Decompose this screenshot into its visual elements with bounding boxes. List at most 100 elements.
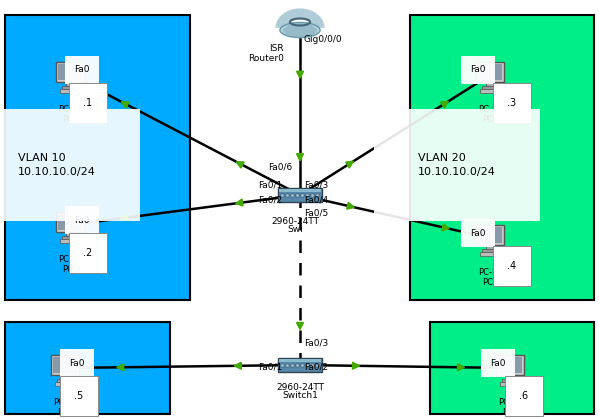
Polygon shape [458, 364, 464, 371]
FancyBboxPatch shape [482, 86, 498, 89]
Text: Fa0/3: Fa0/3 [304, 181, 328, 189]
Text: PC-PT
PC1: PC-PT PC1 [58, 255, 82, 274]
FancyBboxPatch shape [51, 355, 79, 375]
Polygon shape [297, 154, 304, 161]
FancyBboxPatch shape [301, 194, 304, 197]
FancyBboxPatch shape [498, 357, 522, 373]
FancyBboxPatch shape [482, 249, 498, 252]
FancyBboxPatch shape [58, 64, 82, 80]
Text: Fa0: Fa0 [490, 359, 506, 367]
FancyBboxPatch shape [278, 358, 322, 372]
FancyBboxPatch shape [476, 225, 504, 245]
FancyBboxPatch shape [281, 364, 284, 367]
FancyBboxPatch shape [316, 194, 319, 197]
Text: PC-PT
PC4: PC-PT PC4 [53, 398, 77, 417]
FancyBboxPatch shape [66, 232, 74, 236]
Polygon shape [234, 362, 241, 369]
FancyBboxPatch shape [291, 364, 294, 367]
FancyBboxPatch shape [53, 357, 77, 373]
FancyBboxPatch shape [5, 322, 170, 414]
Text: VLAN 20
10.10.10.0/24: VLAN 20 10.10.10.0/24 [418, 153, 496, 177]
Polygon shape [441, 101, 449, 108]
FancyBboxPatch shape [286, 194, 289, 197]
FancyBboxPatch shape [55, 382, 75, 386]
FancyBboxPatch shape [278, 188, 322, 202]
Text: Fa0/1: Fa0/1 [258, 362, 282, 372]
Text: Fa0/5: Fa0/5 [304, 209, 328, 217]
Text: Fa0: Fa0 [69, 359, 85, 367]
Polygon shape [346, 161, 353, 168]
Text: Fa0/4: Fa0/4 [304, 196, 328, 204]
FancyBboxPatch shape [478, 227, 502, 243]
Text: Swi: Swi [287, 225, 303, 234]
Text: PC-PT
PC5: PC-PT PC5 [498, 398, 522, 417]
Text: .2: .2 [83, 248, 93, 258]
FancyBboxPatch shape [291, 194, 294, 197]
Text: Fa0: Fa0 [74, 65, 90, 75]
FancyBboxPatch shape [480, 252, 500, 256]
Text: Fa0/1: Fa0/1 [258, 181, 282, 189]
FancyBboxPatch shape [60, 89, 80, 93]
Text: Fa0: Fa0 [470, 65, 486, 75]
FancyBboxPatch shape [306, 364, 309, 367]
Text: 2960-24TT: 2960-24TT [271, 217, 319, 226]
Polygon shape [121, 102, 129, 108]
Polygon shape [117, 364, 124, 371]
FancyBboxPatch shape [430, 322, 594, 414]
Polygon shape [297, 71, 304, 78]
Text: Fa0/2: Fa0/2 [304, 362, 328, 372]
FancyBboxPatch shape [62, 236, 78, 239]
FancyBboxPatch shape [279, 359, 321, 362]
Text: Fa0: Fa0 [74, 215, 90, 225]
FancyBboxPatch shape [478, 64, 502, 80]
Text: Fa0/6: Fa0/6 [268, 163, 292, 171]
FancyBboxPatch shape [480, 89, 500, 93]
FancyBboxPatch shape [296, 364, 299, 367]
FancyBboxPatch shape [56, 212, 84, 232]
FancyBboxPatch shape [486, 82, 494, 86]
Text: PC-PT
PC2: PC-PT PC2 [478, 105, 502, 124]
Text: .6: .6 [519, 391, 528, 401]
Polygon shape [236, 162, 244, 168]
FancyBboxPatch shape [279, 189, 321, 192]
FancyBboxPatch shape [311, 194, 314, 197]
FancyBboxPatch shape [56, 62, 84, 82]
Text: VLAN 10
10.10.10.0/24: VLAN 10 10.10.10.0/24 [18, 153, 96, 177]
FancyBboxPatch shape [57, 379, 73, 382]
Ellipse shape [284, 24, 316, 36]
Text: Switch1: Switch1 [282, 391, 318, 400]
Polygon shape [347, 202, 355, 209]
Text: .3: .3 [507, 98, 516, 108]
FancyBboxPatch shape [60, 239, 80, 243]
Text: Fa0/3: Fa0/3 [304, 339, 328, 347]
FancyBboxPatch shape [61, 375, 69, 379]
Text: ISR
Router0: ISR Router0 [248, 44, 284, 63]
FancyBboxPatch shape [62, 86, 78, 89]
Polygon shape [352, 362, 359, 369]
FancyBboxPatch shape [506, 375, 514, 379]
FancyBboxPatch shape [5, 15, 190, 300]
Text: 2960-24TT: 2960-24TT [276, 383, 324, 392]
FancyBboxPatch shape [281, 194, 284, 197]
Text: PC-PT
PC0: PC-PT PC0 [58, 105, 82, 124]
Text: .5: .5 [74, 391, 84, 401]
Text: Gig0/0/0: Gig0/0/0 [304, 35, 343, 44]
FancyBboxPatch shape [500, 382, 520, 386]
FancyBboxPatch shape [301, 364, 304, 367]
Text: .4: .4 [507, 261, 516, 271]
Text: Fa0: Fa0 [470, 228, 486, 238]
FancyBboxPatch shape [286, 364, 289, 367]
FancyBboxPatch shape [496, 355, 524, 375]
Polygon shape [441, 224, 449, 231]
Polygon shape [120, 214, 128, 221]
FancyBboxPatch shape [316, 364, 319, 367]
Ellipse shape [280, 23, 320, 37]
FancyBboxPatch shape [311, 364, 314, 367]
FancyBboxPatch shape [296, 194, 299, 197]
FancyBboxPatch shape [66, 82, 74, 86]
Text: .1: .1 [83, 98, 93, 108]
FancyBboxPatch shape [476, 62, 504, 82]
Polygon shape [235, 199, 243, 206]
FancyBboxPatch shape [410, 15, 594, 300]
FancyBboxPatch shape [502, 379, 518, 382]
